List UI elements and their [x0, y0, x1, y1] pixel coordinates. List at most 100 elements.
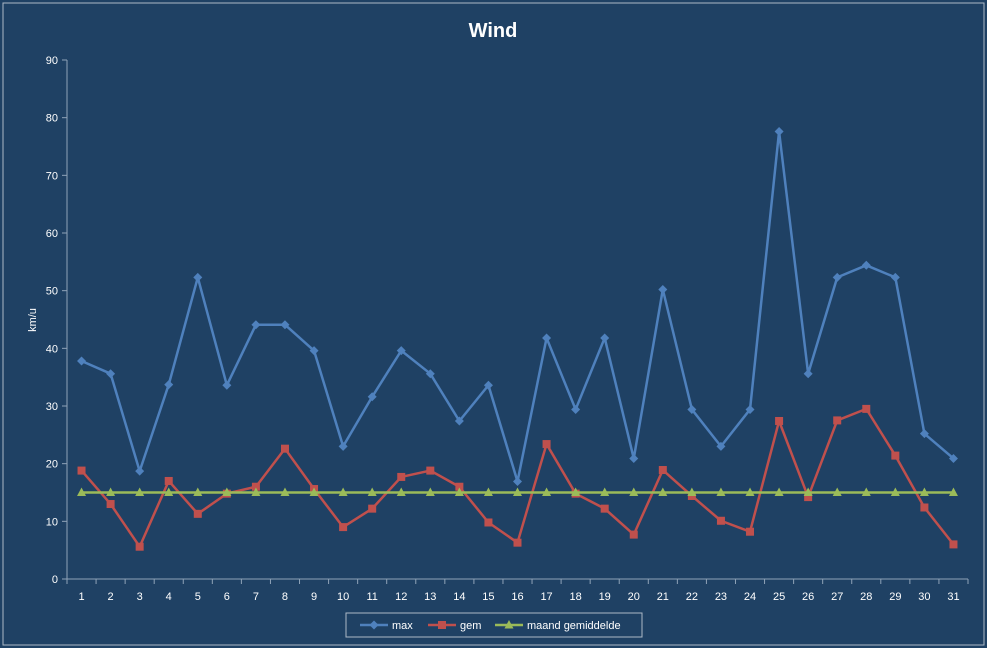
x-tick-label: 22	[686, 591, 698, 603]
data-point-maand-gemiddelde	[222, 487, 232, 496]
x-tick-label: 5	[195, 591, 201, 603]
y-tick-label: 80	[46, 113, 58, 125]
data-point-maand-gemiddelde	[483, 487, 493, 496]
data-point-max	[861, 260, 871, 270]
x-tick-label: 10	[337, 591, 349, 603]
x-tick-label: 18	[570, 591, 582, 603]
data-point-max	[687, 404, 697, 414]
data-point-gem	[600, 504, 609, 513]
data-point-gem	[106, 500, 115, 509]
data-point-maand-gemiddelde	[164, 487, 174, 496]
data-point-maand-gemiddelde	[861, 487, 871, 496]
y-tick-label: 90	[46, 55, 58, 67]
legend-swatch-marker	[438, 621, 446, 629]
legend: max gem maand gemiddelde	[345, 612, 643, 638]
data-point-maand-gemiddelde	[948, 487, 958, 496]
data-point-gem	[891, 451, 900, 460]
data-point-gem	[862, 404, 871, 413]
data-point-maand-gemiddelde	[571, 487, 581, 496]
data-point-max	[222, 380, 232, 390]
series-maand-gemiddelde	[77, 487, 958, 496]
data-point-max	[367, 392, 377, 402]
data-point-max	[251, 320, 261, 330]
x-tick-label: 30	[918, 591, 930, 603]
data-point-gem	[426, 466, 435, 475]
data-point-maand-gemiddelde	[774, 487, 784, 496]
x-tick-label: 26	[802, 591, 814, 603]
data-point-max	[600, 333, 610, 343]
data-point-maand-gemiddelde	[832, 487, 842, 496]
y-tick-label: 20	[46, 459, 58, 471]
data-point-gem	[251, 482, 260, 491]
data-point-gem	[339, 523, 348, 532]
y-axis-title: km/u	[27, 308, 39, 332]
data-point-gem	[368, 504, 377, 513]
data-point-gem	[833, 416, 842, 425]
x-tick-label: 17	[540, 591, 552, 603]
data-point-max	[164, 380, 174, 390]
series-group	[77, 127, 958, 551]
data-point-max	[135, 466, 145, 476]
x-tick-label: 25	[773, 591, 785, 603]
x-tick-label: 27	[831, 591, 843, 603]
data-point-max	[658, 285, 668, 295]
y-tick-label: 10	[46, 516, 58, 528]
data-point-maand-gemiddelde	[803, 487, 813, 496]
data-point-max	[890, 272, 900, 282]
y-tick-label: 0	[52, 574, 58, 586]
data-point-gem	[77, 466, 86, 475]
data-point-gem	[775, 416, 784, 425]
x-tick-label: 20	[628, 591, 640, 603]
data-point-maand-gemiddelde	[106, 487, 116, 496]
legend-label: gem	[460, 620, 481, 632]
data-point-gem	[629, 530, 638, 539]
data-point-maand-gemiddelde	[542, 487, 552, 496]
data-point-gem	[542, 440, 551, 449]
x-tick-label: 1	[78, 591, 84, 603]
data-point-max	[106, 369, 116, 379]
data-point-maand-gemiddelde	[658, 487, 668, 496]
data-point-gem	[455, 482, 464, 491]
data-point-gem	[193, 509, 202, 518]
data-point-max	[425, 369, 435, 379]
x-tick-label: 7	[253, 591, 259, 603]
legend-swatch-marker	[504, 620, 514, 629]
data-point-maand-gemiddelde	[396, 487, 406, 496]
data-point-max	[571, 404, 581, 414]
data-point-gem	[280, 444, 289, 453]
data-point-max	[338, 441, 348, 451]
x-tick-label: 28	[860, 591, 872, 603]
data-point-gem	[164, 476, 173, 485]
data-point-gem	[658, 466, 667, 475]
data-point-max	[919, 429, 929, 439]
legend-item-gem: gem	[428, 620, 481, 632]
data-point-gem	[804, 493, 813, 502]
data-point-gem	[135, 542, 144, 551]
data-point-gem	[513, 538, 522, 547]
data-point-maand-gemiddelde	[716, 487, 726, 496]
y-tick-label: 70	[46, 170, 58, 182]
chart-title: Wind	[469, 20, 518, 42]
data-point-maand-gemiddelde	[600, 487, 610, 496]
data-point-gem	[920, 503, 929, 512]
x-tick-label: 3	[137, 591, 143, 603]
data-point-gem	[716, 516, 725, 525]
x-tick-label: 31	[947, 591, 959, 603]
data-point-maand-gemiddelde	[193, 487, 203, 496]
x-tick-label: 8	[282, 591, 288, 603]
data-point-max	[774, 127, 784, 137]
legend-item-max: max	[360, 620, 413, 632]
series-max	[77, 127, 958, 487]
data-point-maand-gemiddelde	[367, 487, 377, 496]
data-point-gem	[484, 518, 493, 527]
x-tick-label: 14	[453, 591, 465, 603]
data-point-max	[309, 346, 319, 356]
data-point-max	[193, 272, 203, 282]
data-point-max	[948, 453, 958, 463]
data-point-maand-gemiddelde	[629, 487, 639, 496]
